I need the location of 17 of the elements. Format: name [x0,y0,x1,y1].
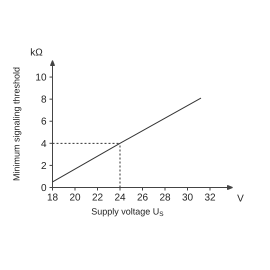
x-tick-label: 20 [69,192,81,204]
text: V [237,194,244,204]
x-tick-label: 30 [182,192,194,204]
text: kΩ [30,48,44,58]
x-tick-label: 18 [46,192,58,204]
y-tick-label: 8 [40,94,47,106]
y-tick-label: 4 [40,138,47,150]
y-axis-title: Minimum signaling threshold [12,66,22,182]
x-tick-label: 26 [136,192,148,204]
x-tick-label: 22 [92,192,104,204]
y-tick-label: 0 [40,183,47,194]
x-tick-label: 28 [159,192,171,204]
y-tick-label: 2 [40,160,47,172]
y-tick-label: 6 [40,116,47,128]
x-tick-label: 24 [114,192,126,204]
x-tick-label: 32 [204,192,216,204]
y-tick-label: 10 [35,72,47,84]
